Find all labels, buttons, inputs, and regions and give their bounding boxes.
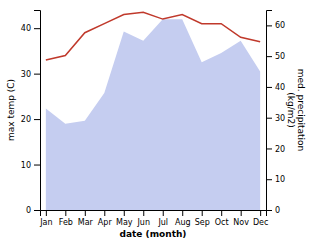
tick: Jan — [39, 210, 52, 227]
tick: 60 — [266, 21, 285, 30]
tick-label: 30 — [275, 114, 285, 123]
tick-label: Jul — [157, 218, 168, 227]
tick-mark — [202, 210, 203, 216]
tick: 30 — [266, 114, 285, 123]
tick-label: Jan — [39, 218, 52, 227]
tick-mark — [34, 165, 40, 166]
x-axis: Jan Feb Mar AprMay Jun Jul Aug Sep Oct Nov Dec — [39, 210, 268, 227]
tick: May — [116, 210, 133, 227]
tick-label: Sep — [195, 218, 210, 227]
tick-mark — [266, 179, 272, 180]
tick: Apr — [98, 210, 113, 227]
tick: Jul — [157, 210, 168, 227]
tick-mark — [124, 210, 125, 216]
tick-label: 20 — [21, 115, 31, 124]
tick-label: Feb — [59, 218, 73, 227]
axis-line — [34, 11, 41, 211]
tick-mark — [260, 210, 261, 216]
tick: Dec — [253, 210, 268, 227]
tick-label: 0 — [275, 206, 280, 215]
y2-axis: 0 10 20 30 40 50 60 — [266, 11, 285, 216]
axis-line — [41, 211, 267, 217]
y2-axis-title-line: med. precipitation — [296, 69, 306, 151]
tick-mark — [104, 210, 105, 216]
tick-mark — [143, 210, 144, 216]
tick: 40 — [21, 24, 40, 33]
tick-label: 10 — [21, 161, 31, 170]
tick: 10 — [21, 161, 40, 170]
tick-label: 10 — [275, 175, 285, 184]
tick: 30 — [21, 70, 40, 79]
y-axis-title: max temp (C) — [6, 79, 16, 141]
tick-label: 20 — [275, 145, 285, 154]
tick: 50 — [266, 52, 285, 61]
tick: Oct — [215, 210, 229, 227]
x-axis-title: date (month) — [120, 229, 187, 239]
tick: 0 — [266, 206, 280, 215]
tick-label: Aug — [175, 218, 191, 227]
precip-area — [46, 19, 260, 210]
tick: 10 — [266, 175, 285, 184]
tick-mark — [46, 210, 47, 216]
tick-mark — [182, 210, 183, 216]
tick: Sep — [195, 210, 210, 227]
tick-label: Dec — [253, 218, 268, 227]
tick-label: Apr — [98, 218, 113, 227]
tick-label: Nov — [233, 218, 249, 227]
tick-mark — [221, 210, 222, 216]
tick: Jun — [137, 210, 151, 227]
tick-label: 30 — [21, 70, 31, 79]
tick: Feb — [59, 210, 73, 227]
tick: Nov — [233, 210, 249, 227]
tick-mark — [34, 74, 40, 75]
tick: 20 — [266, 145, 285, 154]
tick: 0 — [26, 206, 40, 215]
tick-mark — [85, 210, 86, 216]
tick: 40 — [266, 83, 285, 92]
tick-label: 50 — [275, 52, 285, 61]
marks — [46, 12, 260, 210]
tick-mark — [266, 87, 272, 88]
tick-label: May — [116, 218, 133, 227]
tick-mark — [34, 28, 40, 29]
plot: Jan Feb Mar AprMay Jun Jul Aug Sep Oct Nov Dec 0 10 2… — [6, 11, 306, 240]
tick-label: 40 — [275, 83, 285, 92]
tick-mark — [266, 118, 272, 119]
tick-mark — [241, 210, 242, 216]
tick-mark — [266, 210, 272, 211]
tick-label: 0 — [26, 206, 31, 215]
tick-mark — [65, 210, 66, 216]
tick-mark — [34, 210, 40, 211]
tick-mark — [266, 25, 272, 26]
tick: Mar — [78, 210, 94, 227]
y2-axis-title-line: (kg/m2) — [286, 92, 296, 127]
tick-label: Mar — [78, 218, 94, 227]
tick-label: 60 — [275, 21, 285, 30]
tick-mark — [34, 119, 40, 120]
y-axis: 0 10 20 30 40 — [21, 11, 41, 216]
tick: Aug — [175, 210, 191, 227]
tick: 20 — [21, 115, 40, 124]
tick-label: 40 — [21, 24, 31, 33]
temp-line — [46, 12, 260, 60]
tick-mark — [266, 56, 272, 57]
axis-line — [267, 11, 273, 211]
tick-label: Oct — [215, 218, 229, 227]
chart: Jan Feb Mar AprMay Jun Jul Aug Sep Oct Nov Dec 0 10 2… — [0, 0, 318, 242]
y2-axis-title: med. precipitation(kg/m2) — [286, 69, 306, 151]
tick-label: Jun — [137, 218, 151, 227]
tick-mark — [266, 148, 272, 149]
tick-mark — [163, 210, 164, 216]
